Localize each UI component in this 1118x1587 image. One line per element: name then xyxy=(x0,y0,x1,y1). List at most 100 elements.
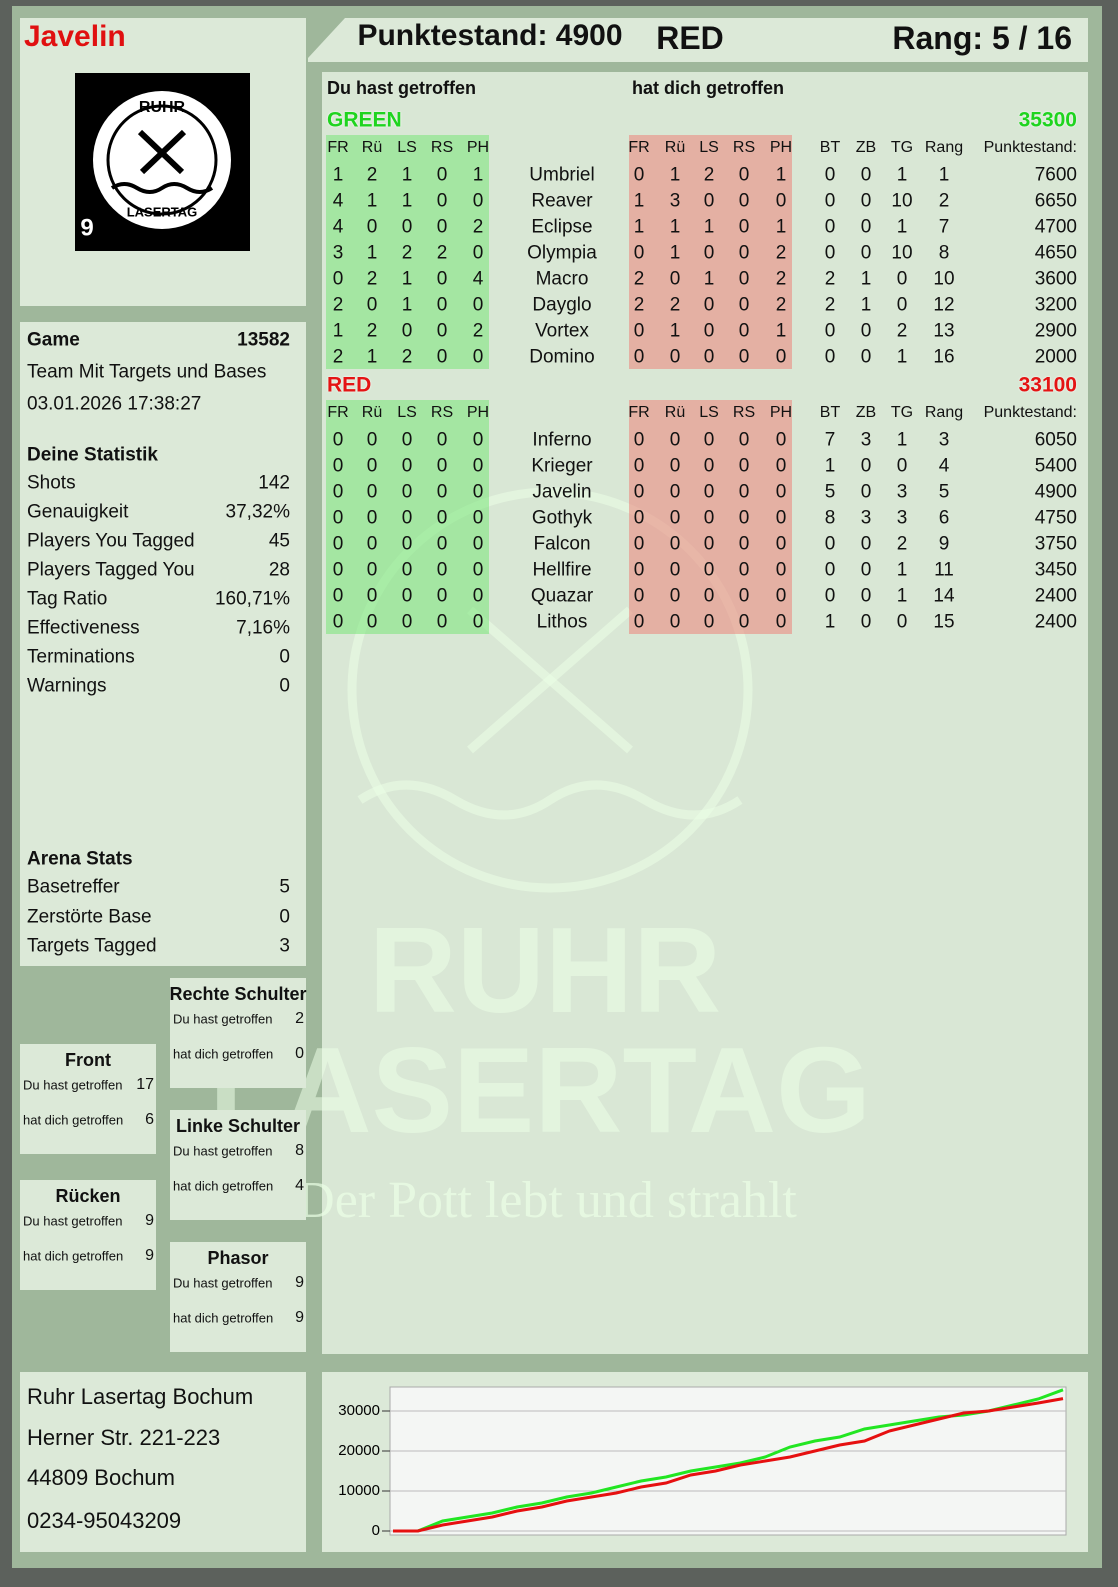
hit-by-cell: 0 xyxy=(703,429,715,451)
zone-hit-by-value: 6 xyxy=(145,1111,154,1128)
hit-cell: 0 xyxy=(472,481,484,503)
game-date: 03.01.2026 17:38:27 xyxy=(27,393,202,415)
hit-cell: 0 xyxy=(366,585,378,607)
column-header: ZB xyxy=(855,404,877,421)
logo-top-text: RUHR xyxy=(139,99,186,116)
hit-by-cell: 0 xyxy=(703,346,715,368)
zone-title: Linke Schulter xyxy=(175,1116,301,1136)
y-tick-label: 10000 xyxy=(338,1482,380,1499)
player-name-cell: Umbriel xyxy=(529,164,595,186)
stat-cell: 0 xyxy=(824,320,836,342)
hit-by-cell: 0 xyxy=(669,507,681,529)
hit-by-cell: 0 xyxy=(738,429,750,451)
hit-by-cell: 0 xyxy=(703,559,715,581)
hit-cell: 2 xyxy=(436,242,448,264)
hit-by-cell: 1 xyxy=(775,164,787,186)
logo-number: 9 xyxy=(80,214,93,241)
hit-cell: 0 xyxy=(401,611,413,633)
hit-cell: 0 xyxy=(436,164,448,186)
hit-cell: 0 xyxy=(332,268,344,290)
hit-by-cell: 1 xyxy=(669,242,681,264)
stat-cell: 3 xyxy=(860,429,872,451)
hit-cell: 0 xyxy=(436,507,448,529)
zone-hit-by-label: hat dich getroffen xyxy=(23,1112,124,1128)
score-cell: 2900 xyxy=(1034,320,1077,342)
hit-cell: 0 xyxy=(332,429,344,451)
hit-cell: 0 xyxy=(366,559,378,581)
hit-cell: 1 xyxy=(332,164,344,186)
hit-by-cell: 1 xyxy=(703,268,715,290)
logo-wave xyxy=(110,182,214,194)
hit-by-cell: 0 xyxy=(738,507,750,529)
hit-by-cell: 0 xyxy=(703,455,715,477)
stat-cell: 0 xyxy=(860,533,872,555)
hit-by-cell: 0 xyxy=(738,216,750,238)
hit-by-cell: 0 xyxy=(703,190,715,212)
y-tick-label: 0 xyxy=(372,1522,380,1539)
column-header: TG xyxy=(890,139,914,156)
rank: Rang: 5 / 16 xyxy=(892,20,1072,56)
hit-by-cell: 2 xyxy=(775,242,787,264)
zone-hit-by-value: 0 xyxy=(295,1045,304,1062)
hit-cell: 0 xyxy=(366,429,378,451)
address-line: Ruhr Lasertag Bochum xyxy=(27,1384,254,1409)
player-name-cell: Reaver xyxy=(531,190,593,212)
stat-cell: 0 xyxy=(860,611,872,633)
hit-by-cell: 0 xyxy=(633,585,645,607)
hit-cell: 2 xyxy=(472,320,484,342)
hit-by-cell: 1 xyxy=(703,216,715,238)
hit-cell: 0 xyxy=(436,481,448,503)
hit-cell: 4 xyxy=(472,268,484,290)
arena-value: 3 xyxy=(279,935,290,957)
stat-cell: 1 xyxy=(824,611,836,633)
zone-hit-value: 17 xyxy=(136,1076,154,1093)
hit-by-cell: 0 xyxy=(738,190,750,212)
column-header: PH xyxy=(466,404,490,421)
y-tick-label: 30000 xyxy=(338,1402,380,1419)
hit-cell: 2 xyxy=(472,216,484,238)
hit-by-cell: 0 xyxy=(703,611,715,633)
stat-cell: 0 xyxy=(860,585,872,607)
stat-cell: 0 xyxy=(824,242,836,264)
watermark-circle xyxy=(347,487,753,893)
column-header: RS xyxy=(732,404,756,421)
hit-by-cell: 2 xyxy=(703,164,715,186)
stat-value: 28 xyxy=(268,559,290,581)
stat-cell: 15 xyxy=(933,611,955,633)
hit-by-cell: 1 xyxy=(669,216,681,238)
player-name-cell: Quazar xyxy=(530,585,594,607)
hit-by-cell: 1 xyxy=(633,216,645,238)
hit-cell: 2 xyxy=(332,294,344,316)
score-cell: 6650 xyxy=(1034,190,1077,212)
hit-by-cell: 0 xyxy=(633,611,645,633)
hit-cell: 3 xyxy=(332,242,344,264)
zone-hit-by-value: 4 xyxy=(295,1177,304,1194)
hit-cell: 2 xyxy=(332,346,344,368)
score-cell: 3200 xyxy=(1034,294,1077,316)
hit-by-cell: 2 xyxy=(775,268,787,290)
hit-by-cell: 0 xyxy=(633,320,645,342)
hit-cell: 0 xyxy=(472,429,484,451)
zone-panel xyxy=(20,1180,156,1290)
stat-cell: 1 xyxy=(896,346,908,368)
hit-by-cell: 0 xyxy=(669,585,681,607)
hit-cell: 0 xyxy=(332,455,344,477)
arena-label: Targets Tagged xyxy=(27,935,157,957)
column-header: LS xyxy=(699,139,719,156)
hit-cell: 2 xyxy=(401,346,413,368)
score-cell: 3600 xyxy=(1034,268,1077,290)
hit-by-cell: 1 xyxy=(669,320,681,342)
team-total: 35300 xyxy=(1018,108,1077,132)
address-panel xyxy=(20,1372,306,1552)
logo-circle xyxy=(93,91,231,229)
stat-value: 142 xyxy=(258,472,290,494)
score-cell: 2000 xyxy=(1034,346,1077,368)
stat-cell: 0 xyxy=(824,559,836,581)
zone-hit-label: Du hast getroffen xyxy=(173,1275,273,1291)
hit-cell: 1 xyxy=(401,294,413,316)
hit-cell: 0 xyxy=(472,190,484,212)
stat-cell: 0 xyxy=(824,190,836,212)
column-header: ZB xyxy=(855,139,877,156)
zone-hit-by-label: hat dich getroffen xyxy=(173,1046,274,1062)
hit-by-cell: 0 xyxy=(633,533,645,555)
